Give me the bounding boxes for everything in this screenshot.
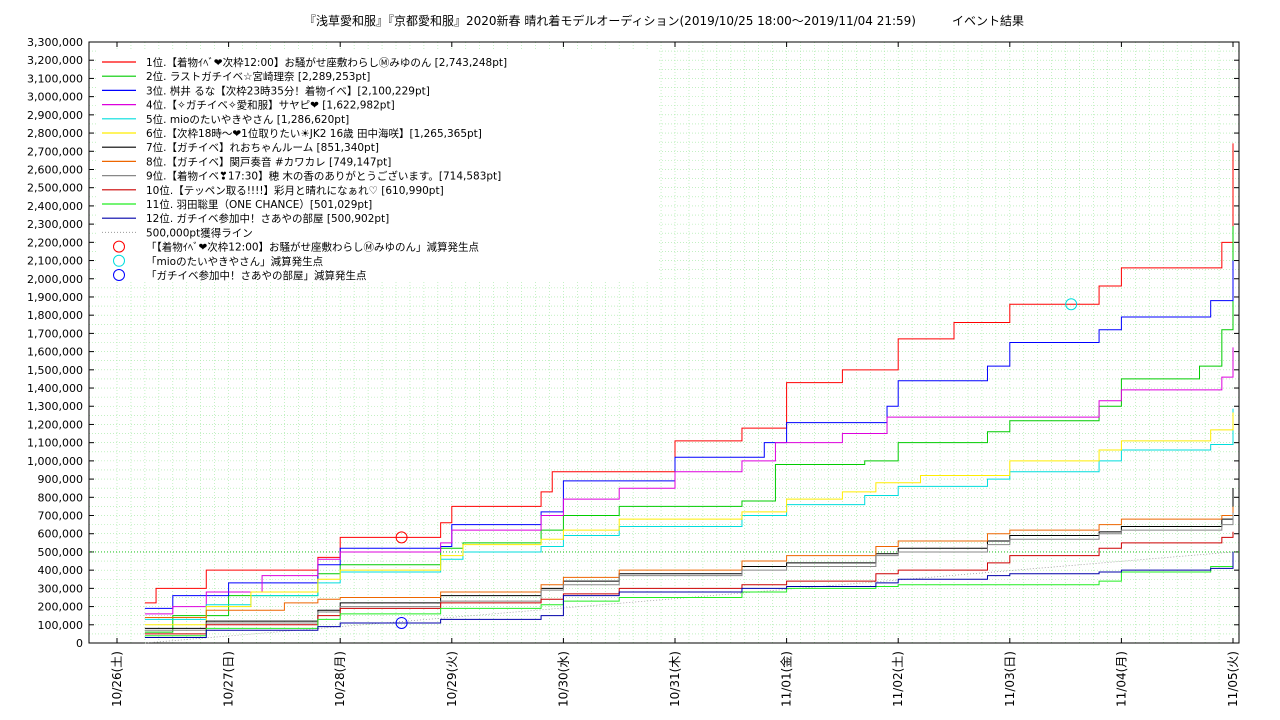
y-tick-label: 100,000 [38,619,84,632]
legend-label-10: 10位.【テッペン取る!!!!】彩月と晴れになぁれ♡ [610,990pt] [146,184,444,197]
y-tick-label: 600,000 [38,528,84,541]
x-tick-label: 10/30(水) [556,651,570,707]
y-tick-label: 2,900,000 [27,109,83,122]
legend-marker-1 [113,240,125,253]
x-tick-label: 10/29(火) [445,651,459,707]
x-tick-label: 11/04(月) [1114,651,1128,707]
y-tick-label: 2,700,000 [27,145,83,158]
legend-marker-label-3: 「ガチイベ参加中！さあやの部屋」減算発生点 [146,269,367,282]
y-tick-label: 700,000 [38,510,84,523]
legend-label-6: 6位.【次枠18時～❤1位取りたい☀JK2 16歳 田中海咲】[1,265,36… [146,127,482,140]
y-tick-label: 2,800,000 [27,127,83,140]
legend: 1位.【着物ｲﾍﾞ❤次枠12:00】お騒がせ座敷わらしⓂみゆのん [2,743,… [96,50,658,282]
y-tick-label: 500,000 [38,546,84,559]
reference-line-layer [89,551,1239,644]
y-tick-label: 800,000 [38,491,84,504]
y-axis: 0 100,000 200,000 300,000 400,000 500,000 600,… [27,36,1239,650]
reference-line-diagonal [144,551,1234,644]
legend-label-12: 12位. ガチイベ参加中！さあやの部屋 [500,902pt] [146,212,389,225]
y-tick-label: 2,500,000 [27,182,83,195]
y-tick-label: 0 [76,637,83,650]
legend-label-11: 11位. 羽田聡里（ONE CHANCE）[501,029pt] [146,198,372,211]
x-tick-label: 11/03(日) [1003,651,1017,707]
decrease-point-marker-3 [395,616,408,629]
y-tick-label: 300,000 [38,582,84,595]
legend-label-8: 8位.【ガチイベ】関戸奏音 #カワカレ [749,147pt] [146,155,391,168]
y-tick-label: 3,200,000 [27,54,83,67]
y-tick-label: 1,000,000 [27,455,83,468]
legend-label-1: 1位.【着物ｲﾍﾞ❤次枠12:00】お騒がせ座敷わらしⓂみゆのん [2,743,… [146,56,507,69]
legend-label-2: 2位. ラストガチイベ☆宮崎理奈 [2,289,253pt] [146,70,370,83]
x-tick-label: 10/27(日) [222,651,236,707]
y-tick-label: 900,000 [38,473,84,486]
y-tick-label: 1,200,000 [27,418,83,431]
series-line-3 [144,260,1234,609]
series-line-6 [144,412,1234,626]
legend-background [96,50,658,282]
x-tick-label: 10/31(木) [668,651,682,707]
legend-marker-label-1: 「【着物ｲﾍﾞ❤次枠12:00】お騒がせ座敷わらしⓂみゆのん」減算発生点 [146,241,479,254]
legend-label-4: 4位.【✧ガチイベ✧愛和服】サヤピ❤ [1,622,982pt] [146,99,395,112]
x-tick-label: 11/01(金) [779,651,794,707]
y-tick-label: 2,600,000 [27,163,83,176]
y-tick-label: 2,400,000 [27,200,83,213]
legend-marker-3 [113,269,125,281]
y-tick-label: 2,300,000 [27,218,83,231]
legend-marker-label-2: 「mioのたいやきやさん」減算発生点 [146,255,323,268]
series-line-4 [144,347,1234,615]
y-tick-label: 3,100,000 [27,72,83,85]
y-tick-label: 200,000 [38,601,84,614]
y-tick-label: 3,300,000 [27,36,83,49]
series-line-5 [144,408,1234,620]
y-tick-label: 400,000 [38,564,84,577]
x-tick-label: 10/26(土) [110,651,124,707]
series-layer [144,143,1234,639]
y-tick-label: 1,300,000 [27,400,83,413]
series-line-10 [144,531,1234,635]
y-tick-label: 1,900,000 [27,291,83,304]
series-line-1 [144,143,1234,604]
y-tick-label: 2,200,000 [27,236,83,249]
y-tick-label: 2,000,000 [27,273,83,286]
legend-label-3: 3位. 桝井 るな【次枠23時35分！着物イベ】[2,100,229pt] [146,84,430,97]
series-line-11 [144,551,1234,637]
y-tick-label: 2,100,000 [27,255,83,268]
plot-area-border [88,41,1240,644]
legend-label-7: 7位.【ガチイベ】れおちゃんルーム [851,340pt] [146,141,379,154]
y-tick-label: 1,800,000 [27,309,83,322]
y-tick-label: 1,100,000 [27,437,83,450]
x-tick-label: 10/28(月) [333,651,347,707]
y-tick-label: 1,700,000 [27,327,83,340]
x-tick-label: 11/05(火) [1226,651,1240,707]
y-tick-label: 1,500,000 [27,364,83,377]
x-axis: 10/26(土) 10/27(日) 10/28(月) 10/29(火) 10/30(水)… [110,42,1240,707]
marker-layer [395,298,1078,629]
legend-label-9: 9位.【着物イベ❣17:30】穂 木の香のありがとうございます。[714,583… [146,170,501,183]
series-line-8 [144,506,1234,619]
y-tick-label: 3,000,000 [27,91,83,104]
decrease-point-marker-2 [1065,298,1078,311]
series-line-12 [144,551,1234,639]
legend-label-reference: 500,000pt獲得ライン [146,226,253,239]
chart-title: 『浅草愛和服』『京都愛和服』2020新春 晴れ着モデルオーディション(2019/… [304,13,1024,28]
legend-label-5: 5位. mioのたいやきやさん [1,286,620pt] [146,113,349,126]
x-tick-label: 11/02(土) [891,651,905,707]
y-tick-label: 1,600,000 [27,346,83,359]
y-tick-label: 1,400,000 [27,382,83,395]
decrease-point-marker-1 [395,531,408,544]
legend-marker-2 [113,254,125,267]
